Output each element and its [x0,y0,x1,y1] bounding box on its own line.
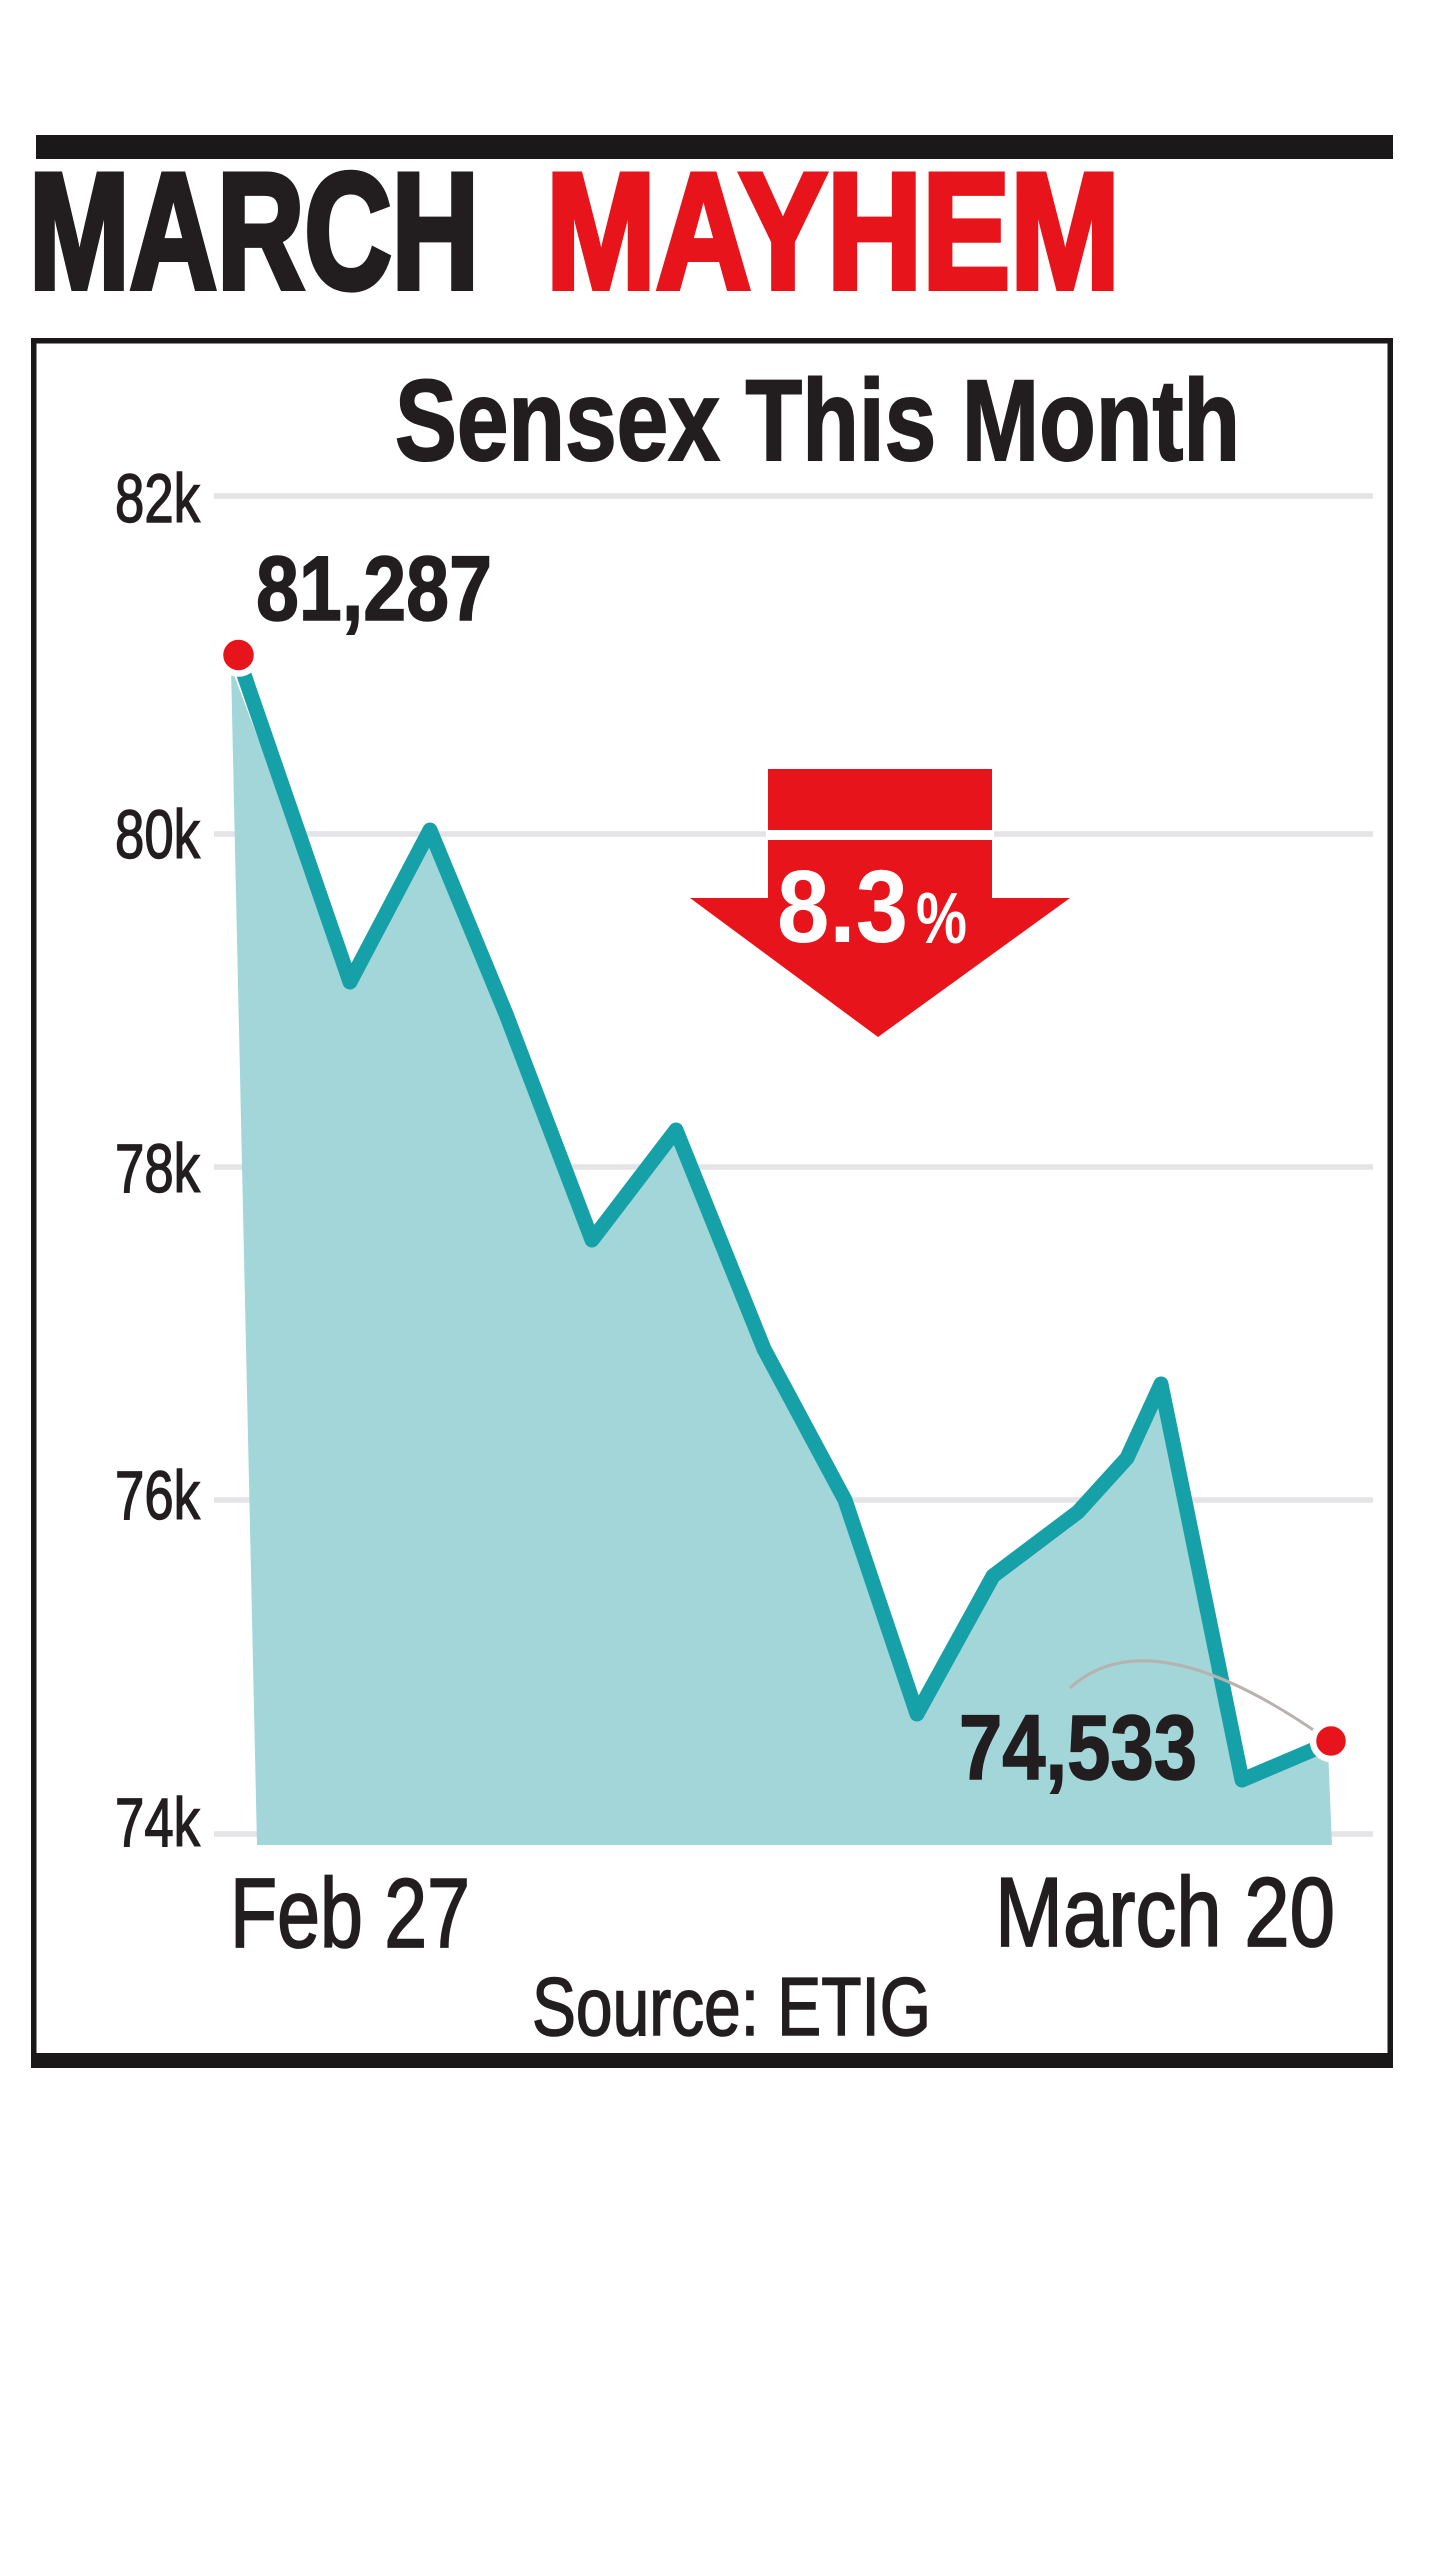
svg-text:Sensex This Month: Sensex This Month [395,357,1240,485]
svg-text:%: % [916,879,967,959]
svg-text:80k: 80k [115,796,200,873]
svg-text:MARCH: MARCH [29,139,479,323]
svg-text:March 20: March 20 [995,1857,1335,1967]
svg-text:81,287: 81,287 [256,538,492,640]
svg-text:8.3: 8.3 [777,849,908,964]
svg-text:MAYHEM: MAYHEM [546,139,1120,323]
svg-text:82k: 82k [115,460,200,537]
svg-text:74,533: 74,533 [959,1697,1197,1799]
svg-text:74k: 74k [115,1784,200,1861]
svg-text:Feb 27: Feb 27 [230,1858,470,1968]
svg-text:76k: 76k [115,1457,200,1534]
svg-text:78k: 78k [115,1130,200,1207]
svg-text:Source: ETIG: Source: ETIG [532,1960,931,2053]
